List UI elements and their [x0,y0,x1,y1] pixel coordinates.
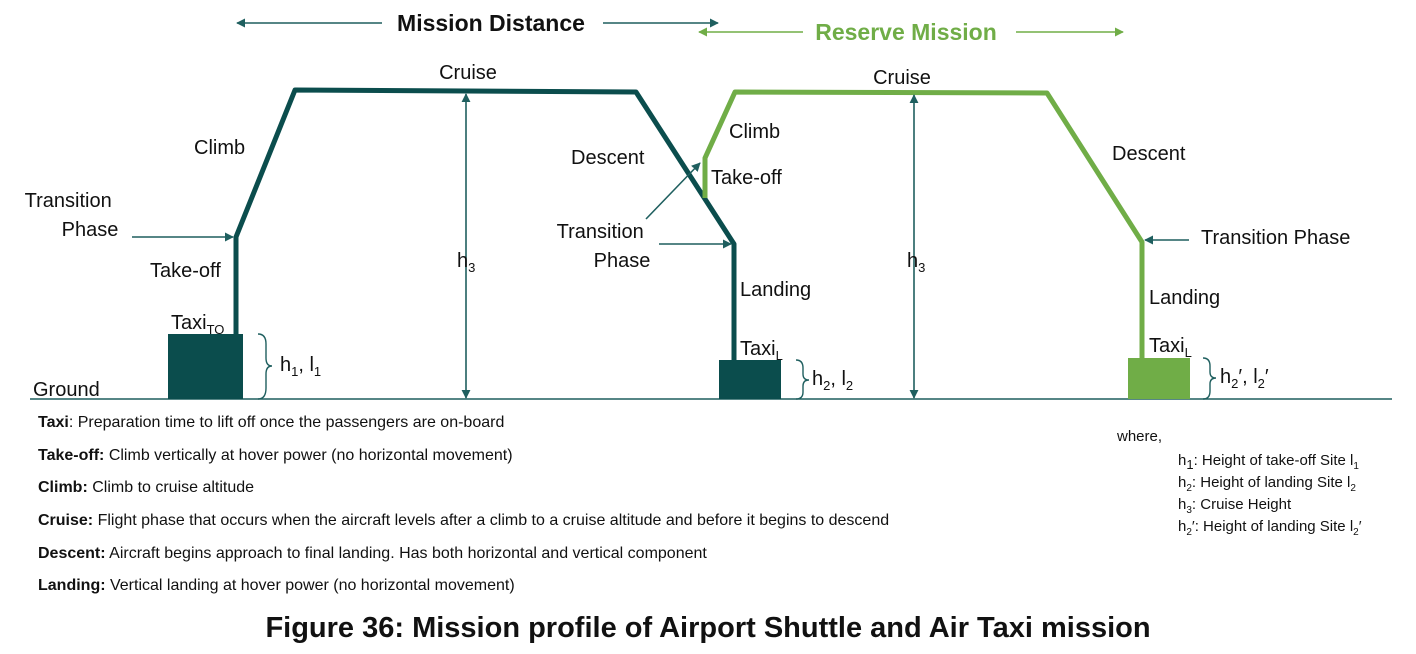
definition-term: Climb: [38,479,88,497]
reserve-mission-label: Reserve Mission [815,19,997,45]
reserve-cruise-label: Cruise [873,67,931,89]
mission-transition2-label: Transition Phase [557,221,651,272]
definition-landing: Landing: Vertical landing at hover power… [38,573,1098,606]
definition-term: Landing: [38,577,106,595]
definition-desc: Aircraft begins approach to final landin… [105,544,707,562]
reserve-landing-label: Landing [1149,287,1220,309]
ground-label: Ground [33,379,100,401]
definition-term: Taxi [38,414,69,431]
where-item-h3: h3: Cruise Height [1178,496,1292,516]
definition-descent: Descent: Aircraft begins approach to fin… [38,541,1098,574]
h1-brace [257,333,273,400]
definition-term: Descent: [38,544,106,562]
taxi-landing-block [719,360,781,399]
definition-term: Take-off: [38,446,105,464]
reserve-taxi-landing-block [1128,358,1190,399]
reserve-h3-label: h3 [907,250,925,275]
mission-h3-label: h3 [457,250,475,275]
h2-brace [795,359,810,400]
reserve-takeoff-label: Take-off [711,167,782,189]
mission-cruise-label: Cruise [439,62,497,84]
definition-cruise: Cruise: Flight phase that occurs when th… [38,508,1098,541]
mission-transition-label: Transition Phase [25,190,119,241]
where-item-h2: h2: Height of landing Site l2 [1178,474,1356,494]
definition-climb: Climb: Climb to cruise altitude [38,475,1098,508]
phase-definitions: Taxi: Preparation time to lift off once … [38,410,1098,606]
mission-climb-label: Climb [194,137,245,159]
reserve-h2-brace [1202,357,1217,400]
reserve-flight-path [702,89,1145,358]
definition-desc: : Preparation time to lift off once the … [68,414,505,431]
definition-desc: Climb to cruise altitude [87,479,255,497]
taxi-takeoff-block [168,334,243,399]
mission-taxi-l-label: TaxiL [740,338,783,363]
reserve-descent-label: Descent [1112,143,1186,165]
mission-landing-label: Landing [740,279,811,301]
where-item-h2-prime: h2′: Height of landing Site l2′ [1178,518,1362,538]
definition-desc: Flight phase that occurs when the aircra… [93,512,890,530]
definition-desc: Vertical landing at hover power (no hori… [105,577,515,595]
reserve-transition-label: Transition Phase [1201,227,1350,249]
reserve-h2-label: h2′, l2′ [1220,366,1269,391]
reserve-climb-label: Climb [729,121,780,143]
definition-term: Cruise: [38,512,94,530]
h1-label: h1, l1 [280,354,321,379]
figure-caption: Figure 36: Mission profile of Airport Sh… [265,612,1151,644]
definition-desc: Climb vertically at hover power (no hori… [104,446,513,464]
definition-taxi: Taxi: Preparation time to lift off once … [38,410,1098,443]
mission-takeoff-label: Take-off [150,260,221,282]
where-item-h1: h1: Height of take-off Site l1 [1178,452,1359,472]
mission-distance-label: Mission Distance [397,10,585,36]
mission-taxi-label: TaxiTO [171,312,224,337]
mission-flight-path [233,87,737,360]
where-title: where, [1116,428,1162,445]
definition-takeoff: Take-off: Climb vertically at hover powe… [38,443,1098,476]
reserve-taxi-label: TaxiL [1149,335,1192,360]
mission-descent-label: Descent [571,147,645,169]
mission-profile-diagram: Mission Distance Reserve Mission Ground … [25,10,1392,538]
takeoff-pointer-arrow [645,162,701,220]
h2-label: h2, l2 [812,368,853,393]
